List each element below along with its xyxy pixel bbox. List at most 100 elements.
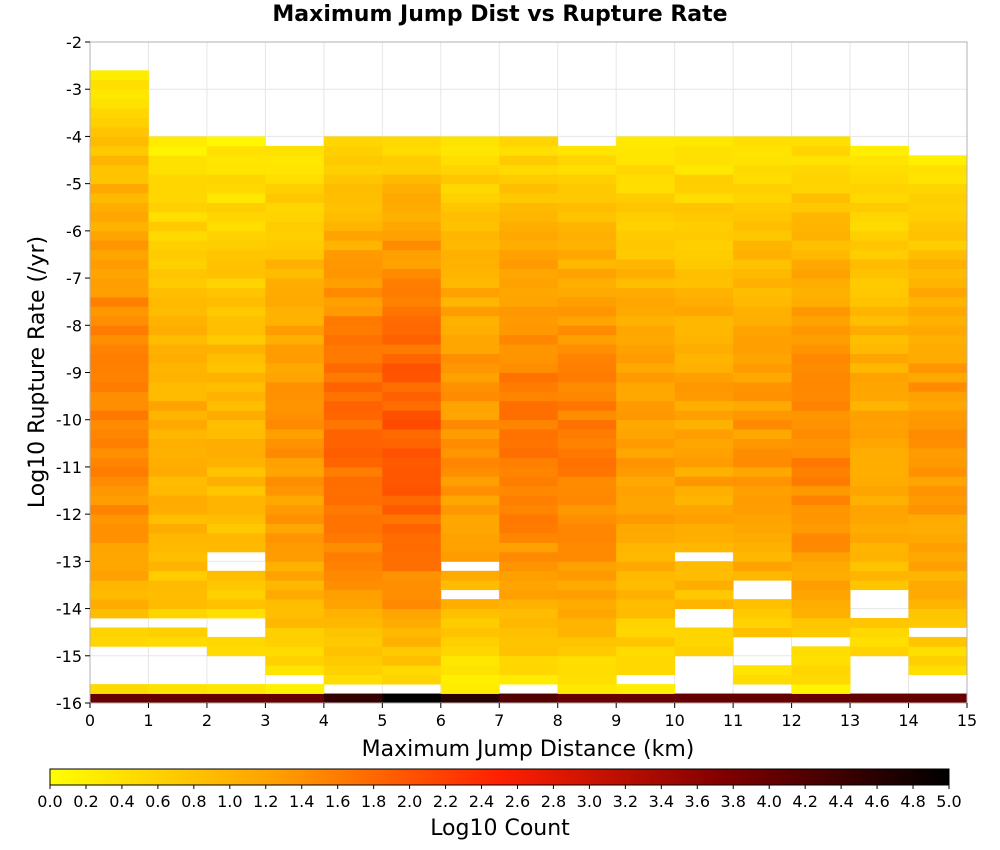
heatmap-cell: [90, 117, 149, 128]
heatmap-cell: [908, 211, 968, 222]
heatmap-cell: [791, 136, 851, 147]
colorbar-tick-label: 4.6: [864, 792, 889, 811]
heatmap-cell: [850, 580, 909, 591]
heatmap-cell: [148, 419, 208, 430]
heatmap-cell: [850, 202, 909, 213]
heatmap-cell: [674, 429, 734, 439]
heatmap-cell: [733, 193, 792, 203]
heatmap-cell: [206, 315, 266, 326]
heatmap-cell: [616, 627, 676, 638]
heatmap-cell: [733, 136, 792, 147]
heatmap-cell: [499, 514, 559, 524]
colorbar-tick-label: 4.0: [756, 792, 781, 811]
heatmap-cell: [440, 296, 500, 307]
heatmap-cell: [791, 315, 851, 326]
heatmap-cell: [616, 523, 676, 534]
heatmap-cell: [557, 542, 617, 553]
heatmap-cell: [791, 202, 851, 213]
heatmap-cell: [440, 259, 500, 270]
heatmap-cell: [616, 400, 676, 411]
heatmap-cell: [382, 561, 442, 572]
heatmap-cell: [791, 684, 851, 694]
heatmap-cell: [674, 174, 734, 185]
heatmap-cell: [674, 476, 734, 487]
heatmap-cell: [674, 353, 734, 364]
heatmap-cell: [616, 325, 676, 336]
heatmap-cell: [908, 306, 968, 317]
heatmap-cell: [557, 523, 617, 534]
heatmap-cell: [148, 589, 208, 600]
heatmap-cell: [791, 514, 851, 524]
heatmap-cell: [908, 429, 968, 439]
heatmap-cell: [791, 183, 851, 194]
heatmap-cell: [791, 551, 851, 562]
heatmap-cell: [674, 296, 734, 307]
heatmap-cell: [382, 476, 442, 487]
heatmap-cell: [499, 551, 559, 562]
heatmap-cell: [850, 334, 909, 345]
heatmap-cell: [90, 259, 149, 270]
heatmap-cell: [791, 466, 851, 477]
heatmap-cell: [265, 211, 325, 222]
heatmap-cell: [499, 353, 559, 364]
heatmap-cell: [499, 306, 559, 317]
heatmap-cell: [323, 193, 383, 203]
heatmap-cell: [908, 542, 968, 553]
heatmap-cell: [850, 485, 909, 496]
heatmap-cell: [850, 183, 909, 194]
heatmap-cell: [206, 306, 266, 317]
heatmap-cell: [440, 240, 500, 251]
heatmap-cell: [148, 693, 208, 704]
heatmap-cell: [148, 334, 208, 345]
heatmap-cell: [616, 202, 676, 213]
heatmap-cell: [674, 599, 734, 609]
heatmap-cell: [206, 183, 266, 194]
x-tick-label: 3: [260, 711, 270, 730]
heatmap-cell: [908, 296, 968, 307]
heatmap-cell: [323, 438, 383, 449]
heatmap-cell: [382, 287, 442, 298]
heatmap-cell: [557, 655, 617, 666]
heatmap-cell: [674, 363, 734, 373]
heatmap-cell: [90, 561, 149, 572]
heatmap-cell: [908, 259, 968, 270]
heatmap-cell: [148, 296, 208, 307]
colorbar-ticks: 0.0 0.2 0.4 0.6 0.8 1.0 1.2 1.4 1.6 1.8 2.0 2.2 2.4 2…: [37, 785, 962, 811]
heatmap-cell: [733, 164, 792, 175]
heatmap-cell: [908, 448, 968, 458]
heatmap-cell: [440, 693, 500, 704]
heatmap-cell: [206, 155, 266, 166]
heatmap-cell: [265, 221, 325, 232]
colorbar-tick-label: 2.2: [433, 792, 458, 811]
heatmap-cell: [440, 533, 500, 543]
heatmap-cell: [206, 410, 266, 421]
heatmap-cell: [206, 391, 266, 402]
heatmap-cell: [206, 523, 266, 534]
heatmap-cell: [206, 400, 266, 411]
heatmap-cell: [382, 174, 442, 185]
heatmap-cell: [616, 334, 676, 345]
heatmap-cell: [499, 221, 559, 232]
heatmap-cell: [265, 570, 325, 581]
heatmap-cell: [908, 636, 968, 647]
heatmap-cell: [557, 211, 617, 222]
heatmap-cell: [323, 580, 383, 591]
heatmap-cell: [206, 485, 266, 496]
heatmap-cell: [850, 325, 909, 336]
heatmap-cell: [323, 589, 383, 600]
heatmap-cell: [265, 344, 325, 355]
heatmap-cell: [733, 693, 792, 704]
heatmap-cell: [850, 514, 909, 524]
heatmap-cell: [90, 542, 149, 553]
heatmap-cell: [148, 221, 208, 232]
heatmap-cell: [557, 457, 617, 468]
heatmap-cell: [674, 636, 734, 647]
heatmap-cell: [499, 495, 559, 506]
heatmap-cell: [206, 533, 266, 543]
heatmap-cell: [557, 268, 617, 279]
heatmap-cell: [499, 381, 559, 392]
heatmap-cell: [440, 646, 500, 657]
heatmap-cell: [90, 495, 149, 506]
heatmap-cell: [616, 193, 676, 203]
heatmap-cell: [440, 306, 500, 317]
